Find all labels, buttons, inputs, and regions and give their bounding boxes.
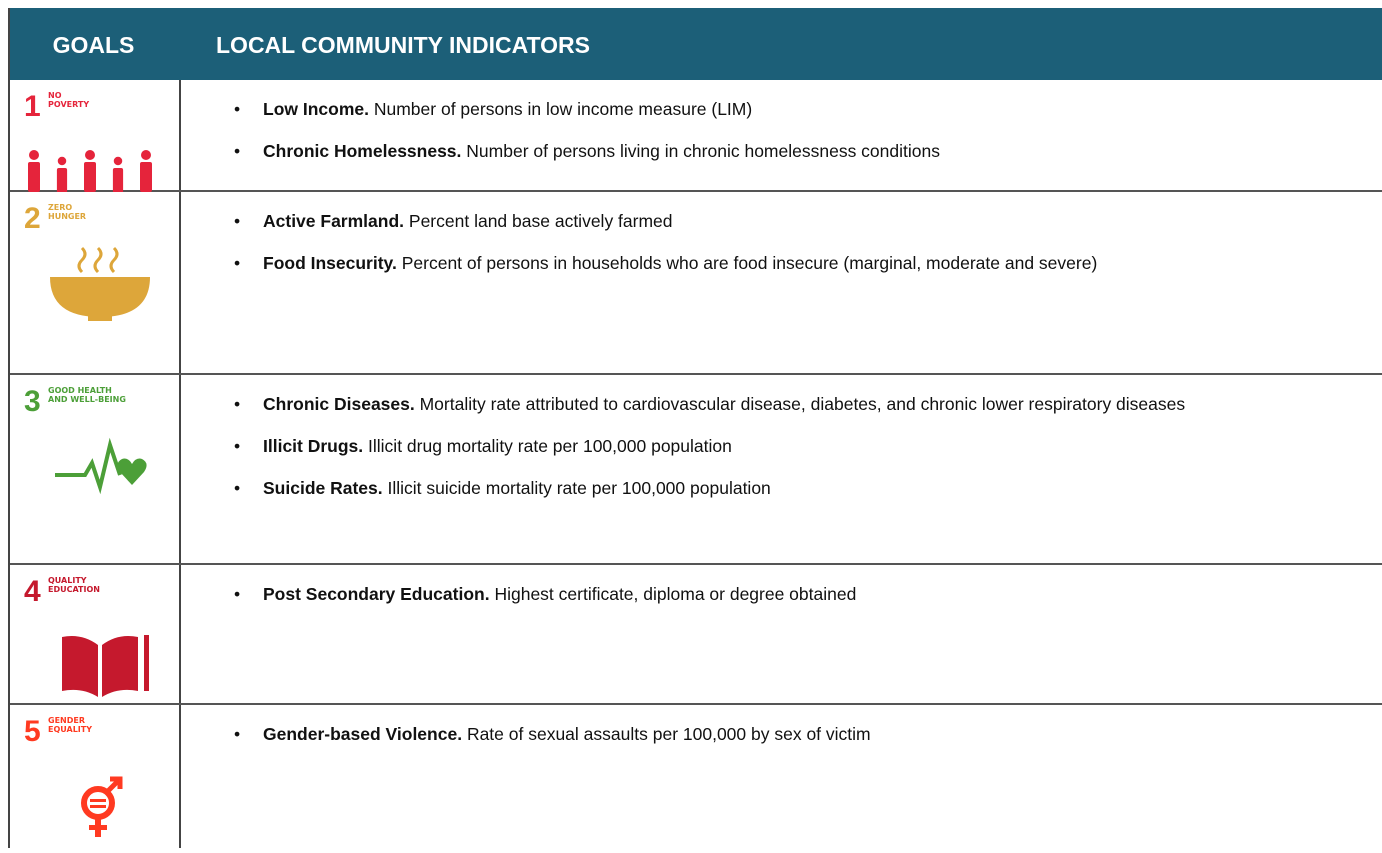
- icon-shape: [106, 776, 123, 793]
- goal-title: NO: [48, 91, 62, 100]
- icon-shape: [29, 150, 39, 160]
- goal-title: EQUALITY: [48, 725, 92, 734]
- icon-shape: [90, 799, 106, 802]
- icon-shape: [88, 316, 112, 321]
- goals-header: GOALS: [52, 32, 135, 58]
- goal-cell: 4 QUALITY EDUCATION: [10, 565, 181, 703]
- indicator-text: Number of persons living in chronic home…: [466, 141, 940, 161]
- indicator-text: Highest certificate, diploma or degree o…: [494, 584, 857, 604]
- indicator-item: Suicide Rates. Illicit suicide mortality…: [220, 467, 1350, 509]
- goal-number: 4: [24, 575, 41, 608]
- goal-title: AND WELL-BEING: [48, 395, 126, 404]
- icon-shape: [140, 162, 152, 192]
- indicator-text: Illicit drug mortality rate per 100,000 …: [368, 436, 732, 456]
- icon-shape: [57, 156, 67, 166]
- icon-shape: [112, 168, 124, 194]
- goal-cell: 2 ZERO HUNGER: [10, 192, 181, 373]
- indicator-table: GOALS LOCAL COMMUNITY INDICATORS 1 NO POVE…: [8, 8, 1382, 848]
- indicator-term: Active Farmland.: [263, 211, 405, 231]
- indicator-text: Rate of sexual assaults per 100,000 by s…: [466, 724, 871, 744]
- indicator-text: Percent land base actively farmed: [408, 211, 673, 231]
- goal-title: ZERO: [48, 203, 72, 212]
- goal-title: EDUCATION: [48, 585, 100, 594]
- icon-shape: [77, 246, 87, 274]
- indicator-text: Illicit suicide mortality rate per 100,0…: [387, 478, 771, 498]
- indicator-term: Low Income.: [263, 99, 369, 119]
- indicator-text: Mortality rate attributed to cardiovascu…: [419, 394, 1186, 414]
- indicator-term: Chronic Homelessness.: [263, 141, 462, 161]
- indicator-item: Low Income. Number of persons in low inc…: [220, 88, 1350, 130]
- goal-cell: 5 GENDER EQUALITY: [10, 705, 181, 848]
- goal-title: GOOD HEALTH: [48, 386, 112, 395]
- goal-number: 3: [24, 385, 41, 418]
- indicator-item: Active Farmland. Percent land base activ…: [220, 200, 1350, 242]
- icon-shape: [28, 162, 40, 192]
- icon-shape: [93, 246, 103, 274]
- indicator-cell: Chronic Diseases. Mortality rate attribu…: [220, 383, 1350, 509]
- icon-shape: [89, 825, 107, 830]
- indicators-header: LOCAL COMMUNITY INDICATORS: [216, 32, 590, 58]
- icon-shape: [102, 636, 138, 697]
- indicator-item: Gender-based Violence. Rate of sexual as…: [220, 713, 1350, 755]
- icon-shape: [62, 636, 98, 697]
- header-row: GOALS LOCAL COMMUNITY INDICATORS: [10, 8, 1382, 80]
- indicator-term: Post Secondary Education.: [263, 584, 490, 604]
- icon-shape: [55, 437, 122, 495]
- indicator-item: Chronic Homelessness. Number of persons …: [220, 130, 1350, 172]
- indicator-text: Percent of persons in households who are…: [401, 253, 1098, 273]
- indicator-item: Food Insecurity. Percent of persons in h…: [220, 242, 1350, 284]
- goal-title: HUNGER: [48, 212, 86, 221]
- icon-shape: [141, 150, 151, 160]
- indicator-term: Gender-based Violence.: [263, 724, 463, 744]
- indicator-cell: Gender-based Violence. Rate of sexual as…: [220, 713, 1350, 755]
- icon-shape: [117, 458, 147, 485]
- icon-shape: [144, 635, 149, 691]
- goal-number: 1: [24, 90, 41, 123]
- icon-shape: [56, 168, 68, 194]
- goal-number: 5: [24, 715, 41, 748]
- indicator-term: Chronic Diseases.: [263, 394, 415, 414]
- indicator-cell: Low Income. Number of persons in low inc…: [220, 88, 1350, 172]
- goal-title: GENDER: [48, 716, 85, 725]
- icon-shape: [50, 277, 150, 317]
- goal-number: 2: [24, 202, 41, 235]
- icon-shape: [90, 805, 106, 808]
- icon-shape: [85, 150, 95, 160]
- indicator-cell: Post Secondary Education. Highest certif…: [220, 573, 1350, 615]
- indicator-term: Suicide Rates.: [263, 478, 383, 498]
- goal-cell: 1 NO POVERTY: [10, 80, 181, 194]
- indicator-text: Number of persons in low income measure …: [373, 99, 753, 119]
- icon-shape: [109, 246, 119, 274]
- indicator-item: Post Secondary Education. Highest certif…: [220, 573, 1350, 615]
- indicator-item: Illicit Drugs. Illicit drug mortality ra…: [220, 425, 1350, 467]
- icon-shape: [81, 786, 115, 820]
- icon-shape: [84, 162, 96, 192]
- indicator-term: Food Insecurity.: [263, 253, 397, 273]
- indicator-cell: Active Farmland. Percent land base activ…: [220, 200, 1350, 284]
- indicator-item: Chronic Diseases. Mortality rate attribu…: [220, 383, 1350, 425]
- goal-cell: 3 GOOD HEALTH AND WELL-BEING: [10, 375, 181, 563]
- goal-title: QUALITY: [48, 576, 87, 585]
- goal-title: POVERTY: [48, 100, 89, 109]
- indicator-term: Illicit Drugs.: [263, 436, 364, 456]
- icon-shape: [113, 156, 123, 166]
